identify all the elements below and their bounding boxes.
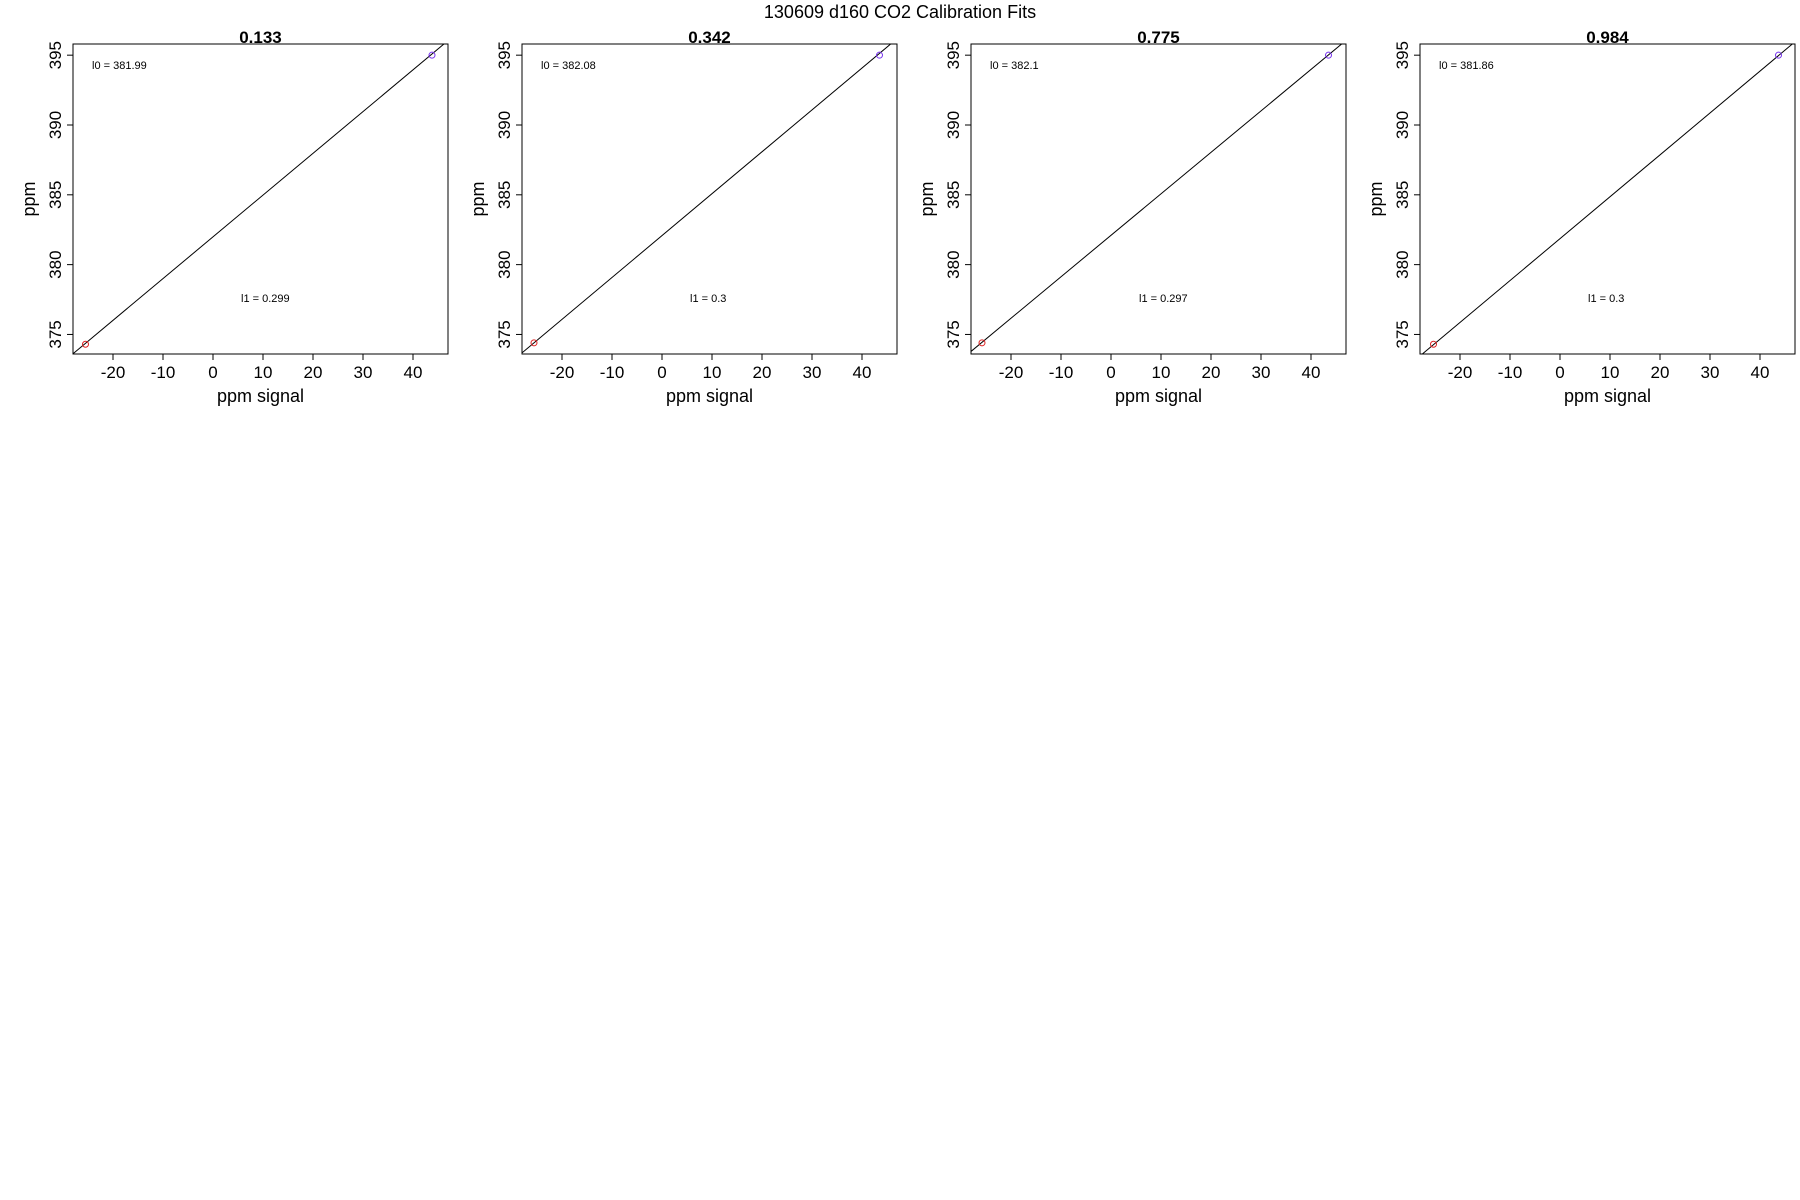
- x-tick-label: 10: [1152, 363, 1171, 382]
- x-tick-label: 10: [1601, 363, 1620, 382]
- data-point: [1775, 51, 1782, 59]
- intercept-annotation: l0 = 381.86: [1439, 60, 1494, 72]
- panel-title: 0.342: [688, 28, 731, 47]
- x-tick-label: 0: [208, 363, 217, 382]
- panel-1: -20 -10 0 10 20 30 40 375 380 385 390 395 0.133 ppm s…: [19, 28, 449, 406]
- y-tick-label: 380: [495, 250, 514, 278]
- x-tick-label: -10: [1049, 363, 1074, 382]
- x-tick-label: 20: [1651, 363, 1670, 382]
- y-tick-label: 395: [944, 41, 963, 69]
- plot-frame: [970, 43, 1347, 355]
- y-tick-label: 395: [1393, 41, 1412, 69]
- fit-line: [1421, 44, 1794, 354]
- data-point: [530, 339, 538, 347]
- y-tick-label: 395: [46, 41, 65, 69]
- x-tick-label: 0: [1106, 363, 1115, 382]
- slope-annotation: l1 = 0.3: [1588, 293, 1624, 305]
- x-tick-label: -10: [1498, 363, 1523, 382]
- x-tick-label: 40: [1751, 363, 1770, 382]
- data-point: [82, 340, 89, 348]
- y-tick-label: 390: [1393, 111, 1412, 139]
- x-tick-label: 20: [304, 363, 323, 382]
- x-tick-label: 30: [803, 363, 822, 382]
- y-tick-label: 375: [1393, 320, 1412, 348]
- y-tick-label: 380: [944, 250, 963, 278]
- panel-3: -20 -10 0 10 20 30 40 375 380 385 390 395 0.775 ppm s…: [917, 28, 1347, 406]
- panel-4: -20 -10 0 10 20 30 40 375 380 385 390 395 0.984 ppm s…: [1366, 28, 1796, 406]
- y-tick-label: 375: [46, 320, 65, 348]
- slope-annotation: l1 = 0.299: [241, 293, 290, 305]
- y-tick-label: 385: [46, 181, 65, 209]
- fit-line: [522, 44, 892, 354]
- slope-annotation: l1 = 0.3: [690, 293, 726, 305]
- x-tick-label: -20: [1448, 363, 1473, 382]
- x-axis-label: ppm signal: [1564, 386, 1651, 406]
- figure-title: 130609 d160 CO2 Calibration Fits: [764, 2, 1036, 22]
- panel-2: -20 -10 0 10 20 30 40 375 380 385 390 395 0.342 ppm s…: [468, 28, 898, 406]
- x-tick-label: 10: [703, 363, 722, 382]
- x-tick-label: 20: [753, 363, 772, 382]
- data-point: [428, 51, 436, 59]
- plot-frame: [521, 43, 898, 355]
- fit-line: [971, 44, 1343, 352]
- x-axis-label: ppm signal: [1115, 386, 1202, 406]
- x-tick-label: 30: [354, 363, 373, 382]
- data-point: [978, 339, 986, 347]
- y-tick-label: 380: [46, 250, 65, 278]
- x-tick-label: 30: [1252, 363, 1271, 382]
- x-tick-label: 40: [1302, 363, 1321, 382]
- x-tick-label: 10: [254, 363, 273, 382]
- x-tick-label: 40: [853, 363, 872, 382]
- slope-annotation: l1 = 0.297: [1139, 293, 1188, 305]
- y-tick-label: 380: [1393, 250, 1412, 278]
- panels: -20 -10 0 10 20 30 40 375 380 385 390 395 0.133 ppm s…: [19, 28, 1796, 406]
- intercept-annotation: l0 = 382.1: [990, 60, 1039, 72]
- y-tick-label: 390: [46, 111, 65, 139]
- x-tick-label: -10: [600, 363, 625, 382]
- y-tick-label: 390: [495, 111, 514, 139]
- plot-frame: [1419, 43, 1796, 355]
- x-tick-label: 0: [657, 363, 666, 382]
- data-point: [876, 51, 883, 59]
- x-tick-label: -20: [101, 363, 126, 382]
- y-axis-label: ppm: [917, 181, 937, 216]
- data-point: [1325, 51, 1332, 59]
- y-tick-label: 385: [1393, 181, 1412, 209]
- y-tick-label: 385: [495, 181, 514, 209]
- fit-line: [73, 44, 445, 354]
- x-tick-label: 30: [1701, 363, 1720, 382]
- y-tick-label: 375: [495, 320, 514, 348]
- y-axis-label: ppm: [19, 181, 39, 216]
- y-tick-label: 375: [944, 320, 963, 348]
- x-tick-label: 0: [1555, 363, 1564, 382]
- panel-title: 0.133: [239, 28, 282, 47]
- intercept-annotation: l0 = 382.08: [541, 60, 596, 72]
- y-tick-label: 385: [944, 181, 963, 209]
- panel-title: 0.984: [1586, 28, 1629, 47]
- x-tick-label: -20: [550, 363, 575, 382]
- intercept-annotation: l0 = 381.99: [92, 60, 147, 72]
- plot-frame: [72, 43, 449, 355]
- x-tick-label: -20: [999, 363, 1024, 382]
- y-axis-label: ppm: [1366, 181, 1386, 216]
- y-axis-label: ppm: [468, 181, 488, 216]
- panel-title: 0.775: [1137, 28, 1180, 47]
- y-tick-label: 395: [495, 41, 514, 69]
- x-axis-label: ppm signal: [666, 386, 753, 406]
- y-tick-label: 390: [944, 111, 963, 139]
- data-point: [1430, 340, 1437, 348]
- x-tick-label: 40: [404, 363, 423, 382]
- x-tick-label: -10: [151, 363, 176, 382]
- x-axis-label: ppm signal: [217, 386, 304, 406]
- x-tick-label: 20: [1202, 363, 1221, 382]
